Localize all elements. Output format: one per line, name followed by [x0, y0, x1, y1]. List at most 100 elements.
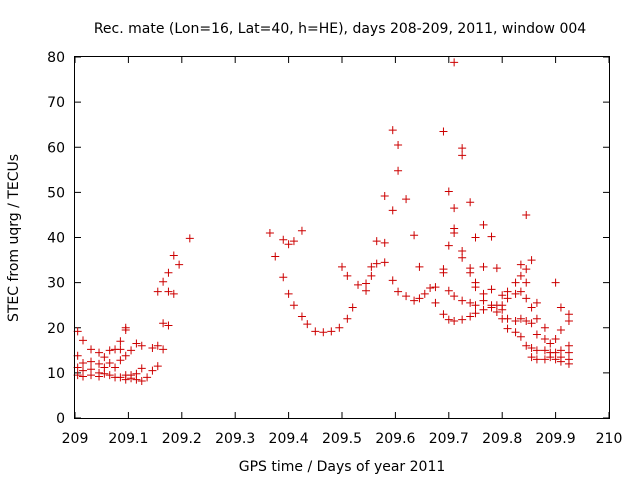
data-point	[79, 358, 88, 367]
data-point	[540, 323, 549, 332]
x-axis-label: GPS time / Days of year 2011	[239, 459, 446, 475]
data-point	[527, 319, 536, 328]
data-point	[431, 283, 440, 292]
data-point	[297, 226, 306, 235]
x-tick-label: 209.6	[375, 431, 415, 447]
data-point	[532, 298, 541, 307]
data-point	[327, 327, 336, 336]
chart-title: Rec. mate (Lon=16, Lat=40, h=HE), days 2…	[94, 21, 586, 37]
data-point	[388, 276, 397, 285]
data-point	[450, 58, 459, 67]
data-point	[388, 206, 397, 215]
x-tick-label: 209.5	[322, 431, 362, 447]
data-point	[516, 314, 525, 323]
y-tick-label: 70	[47, 95, 65, 111]
data-point	[564, 310, 573, 319]
data-point	[527, 256, 536, 265]
data-point	[511, 289, 520, 298]
data-point	[127, 346, 136, 355]
data-point	[522, 278, 531, 287]
data-point	[532, 314, 541, 323]
data-point	[426, 284, 435, 293]
data-point	[503, 324, 512, 333]
data-point	[343, 314, 352, 323]
data-point	[73, 363, 82, 372]
data-point	[388, 126, 397, 135]
data-point	[153, 287, 162, 296]
data-point	[279, 235, 288, 244]
data-point	[159, 319, 168, 328]
x-tick-label: 210	[596, 431, 623, 447]
data-point	[527, 353, 536, 362]
data-point	[394, 166, 403, 175]
data-point	[105, 371, 114, 380]
data-point	[444, 241, 453, 250]
data-point	[116, 373, 125, 382]
data-point	[522, 210, 531, 219]
y-tick-label: 20	[47, 321, 65, 337]
data-point	[511, 316, 520, 325]
data-point	[159, 345, 168, 354]
x-tick-label: 209.1	[108, 431, 148, 447]
data-point	[556, 326, 565, 335]
data-point	[439, 268, 448, 277]
data-point	[410, 296, 419, 305]
data-point	[466, 268, 475, 277]
data-point	[540, 346, 549, 355]
data-point	[479, 220, 488, 229]
data-point	[354, 280, 363, 289]
data-point	[516, 332, 525, 341]
data-point	[458, 247, 467, 256]
data-point	[127, 374, 136, 383]
data-point	[556, 303, 565, 312]
data-point	[303, 320, 312, 329]
data-point	[516, 271, 525, 280]
data-point	[492, 307, 501, 316]
data-point	[444, 187, 453, 196]
data-point	[458, 151, 467, 160]
data-point	[564, 341, 573, 350]
data-point	[175, 260, 184, 269]
x-tick-label: 209.8	[482, 431, 522, 447]
data-point	[516, 287, 525, 296]
y-tick-label: 30	[47, 276, 65, 292]
data-point	[169, 251, 178, 260]
data-point	[169, 289, 178, 298]
x-axis-ticks: 209 209.1 209.2 209.3 209.4 209.5 209.6 209.7 20…	[62, 57, 623, 447]
data-point	[511, 278, 520, 287]
data-point	[372, 259, 381, 268]
data-point	[410, 231, 419, 240]
data-point	[466, 312, 475, 321]
data-point	[362, 286, 371, 295]
data-point	[479, 305, 488, 314]
data-point	[137, 376, 146, 385]
data-point	[532, 330, 541, 339]
y-tick-label: 80	[47, 50, 65, 66]
data-point	[95, 359, 104, 368]
data-point	[148, 344, 157, 353]
data-point	[487, 303, 496, 312]
data-point	[380, 191, 389, 200]
data-point	[164, 268, 173, 277]
data-point	[380, 258, 389, 267]
data-point	[343, 271, 352, 280]
data-point	[564, 316, 573, 325]
data-point	[458, 253, 467, 262]
data-point	[164, 287, 173, 296]
data-point	[532, 346, 541, 355]
y-tick-label: 0	[56, 411, 65, 427]
data-point	[564, 348, 573, 357]
data-point	[527, 303, 536, 312]
x-tick-label: 209.9	[536, 431, 576, 447]
data-point	[431, 298, 440, 307]
data-point	[522, 265, 531, 274]
data-point	[466, 198, 475, 207]
data-point	[338, 262, 346, 271]
data-point	[450, 316, 459, 325]
data-point	[532, 355, 541, 364]
data-point	[265, 228, 274, 237]
data-point	[415, 262, 424, 271]
data-point	[380, 238, 389, 247]
data-point	[471, 309, 480, 318]
data-point	[450, 204, 459, 213]
